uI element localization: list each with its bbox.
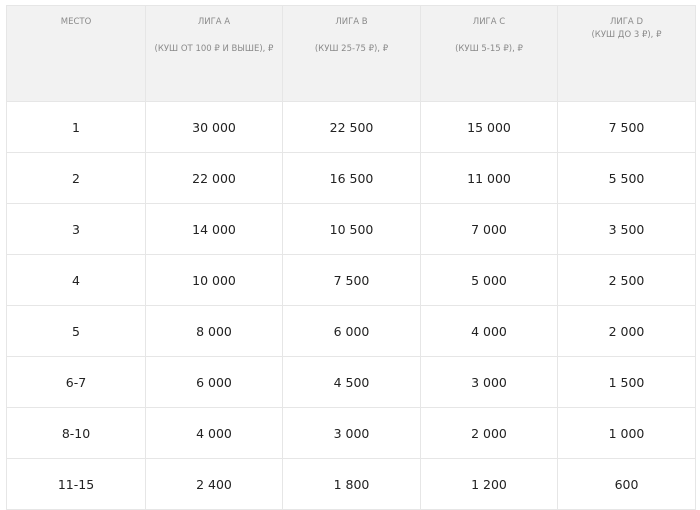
header-league-d: Лига D (кУШ до 3 ₽), ₽ — [557, 5, 696, 102]
prize-cell: 22 500 — [282, 101, 421, 153]
prize-cell: 3 000 — [282, 407, 421, 459]
place-cell: 8-10 — [6, 407, 146, 459]
prize-cell: 4 500 — [282, 356, 421, 408]
prize-cell: 11 000 — [420, 152, 558, 204]
prize-cell: 22 000 — [145, 152, 283, 204]
table-row: 11-15 2 400 1 800 1 200 600 — [6, 458, 696, 510]
prize-cell: 1 000 — [557, 407, 696, 459]
prize-cell: 30 000 — [145, 101, 283, 153]
table-row: 1 30 000 22 500 15 000 7 500 — [6, 101, 696, 153]
table-row: 8-10 4 000 3 000 2 000 1 000 — [6, 407, 696, 459]
header-title: Лига D — [610, 17, 643, 27]
header-subtitle: (кУШ 25-75 ₽), ₽ — [314, 44, 389, 54]
table-row: 4 10 000 7 500 5 000 2 500 — [6, 254, 696, 306]
header-league-b: Лига B (кУШ 25-75 ₽), ₽ — [282, 5, 421, 102]
prize-cell: 4 000 — [145, 407, 283, 459]
place-cell: 2 — [6, 152, 146, 204]
header-title: Место — [60, 17, 92, 27]
prize-cell: 4 000 — [420, 305, 558, 357]
prize-cell: 5 500 — [557, 152, 696, 204]
table-row: 2 22 000 16 500 11 000 5 500 — [6, 152, 696, 204]
place-cell: 1 — [6, 101, 146, 153]
table-row: 3 14 000 10 500 7 000 3 500 — [6, 203, 696, 255]
table-row: 6-7 6 000 4 500 3 000 1 500 — [6, 356, 696, 408]
prize-cell: 1 800 — [282, 458, 421, 510]
prize-cell: 8 000 — [145, 305, 283, 357]
prize-cell: 10 500 — [282, 203, 421, 255]
prize-cell: 1 500 — [557, 356, 696, 408]
header-subtitle: (кУШ до 3 ₽), ₽ — [591, 30, 662, 40]
prize-cell: 1 200 — [420, 458, 558, 510]
prize-cell: 14 000 — [145, 203, 283, 255]
place-cell: 11-15 — [6, 458, 146, 510]
prize-cell: 6 000 — [282, 305, 421, 357]
prize-cell: 6 000 — [145, 356, 283, 408]
prize-cell: 2 000 — [420, 407, 558, 459]
prize-cell: 2 400 — [145, 458, 283, 510]
header-title: Лига C — [472, 17, 506, 27]
prize-cell: 3 500 — [557, 203, 696, 255]
prize-cell: 2 500 — [557, 254, 696, 306]
header-league-c: Лига C (кУШ 5-15 ₽), ₽ — [420, 5, 558, 102]
header-title: Лига A — [197, 17, 231, 27]
header-row: Место Лига A (кУШ от 100 ₽ и выше), ₽ Лиг… — [6, 5, 696, 102]
header-league-a: Лига A (кУШ от 100 ₽ и выше), ₽ — [145, 5, 283, 102]
place-cell: 6-7 — [6, 356, 146, 408]
place-cell: 4 — [6, 254, 146, 306]
prize-cell: 2 000 — [557, 305, 696, 357]
prize-cell: 10 000 — [145, 254, 283, 306]
prize-table: Место Лига A (кУШ от 100 ₽ и выше), ₽ Лиг… — [6, 5, 696, 510]
prize-cell: 16 500 — [282, 152, 421, 204]
place-cell: 3 — [6, 203, 146, 255]
prize-cell: 7 500 — [557, 101, 696, 153]
prize-cell: 7 500 — [282, 254, 421, 306]
header-title: Лига B — [335, 17, 368, 27]
header-subtitle: (кУШ 5-15 ₽), ₽ — [455, 44, 523, 54]
header-subtitle: (кУШ от 100 ₽ и выше), ₽ — [154, 44, 274, 54]
header-place: Место — [6, 5, 146, 102]
prize-cell: 600 — [557, 458, 696, 510]
prize-cell: 3 000 — [420, 356, 558, 408]
prize-cell: 15 000 — [420, 101, 558, 153]
prize-cell: 7 000 — [420, 203, 558, 255]
place-cell: 5 — [6, 305, 146, 357]
prize-cell: 5 000 — [420, 254, 558, 306]
